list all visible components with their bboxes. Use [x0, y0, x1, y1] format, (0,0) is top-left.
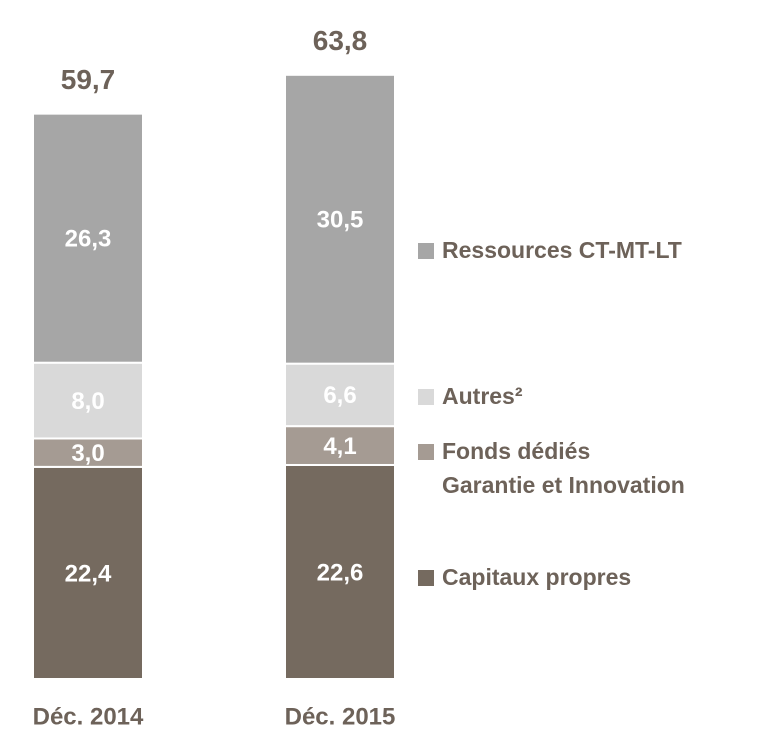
legend-entry: Ressources CT-MT-LT: [418, 233, 682, 267]
value-label: 26,3: [65, 226, 112, 253]
legend-swatch: [418, 444, 434, 460]
x-tick-label: Déc. 2014: [33, 703, 144, 730]
legend-swatch: [418, 389, 434, 405]
value-label: 3,0: [71, 440, 104, 467]
value-label: 22,4: [65, 560, 112, 587]
legend-label: Ressources CT-MT-LT: [442, 237, 682, 263]
legend-entry: Fonds dédiés Garantie et Innovation: [418, 434, 685, 502]
value-label: 6,6: [323, 382, 356, 409]
total-label: 63,8: [313, 25, 368, 56]
legend-swatch: [418, 243, 434, 259]
value-label: 30,5: [317, 207, 364, 234]
legend-label: Fonds dédiés Garantie et Innovation: [442, 438, 685, 498]
bar-segment: [284, 362, 396, 428]
legend-label: Capitaux propres: [442, 564, 632, 590]
bar-segment: [284, 73, 396, 365]
bar-segment: [32, 112, 144, 364]
bar-segment: [284, 463, 396, 680]
bar-segment: [32, 465, 144, 681]
x-tick-label: Déc. 2015: [285, 703, 396, 730]
legend-entry: Capitaux propres: [418, 560, 631, 594]
legend-label: Autres²: [442, 383, 523, 409]
value-label: 8,0: [71, 388, 104, 415]
total-label: 59,7: [61, 64, 116, 95]
value-label: 4,1: [323, 433, 356, 460]
bar-segment: [284, 425, 396, 466]
legend-entry: Autres²: [418, 379, 523, 413]
legend-swatch: [418, 570, 434, 586]
value-label: 22,6: [317, 559, 364, 586]
bar-segment: [32, 437, 144, 468]
